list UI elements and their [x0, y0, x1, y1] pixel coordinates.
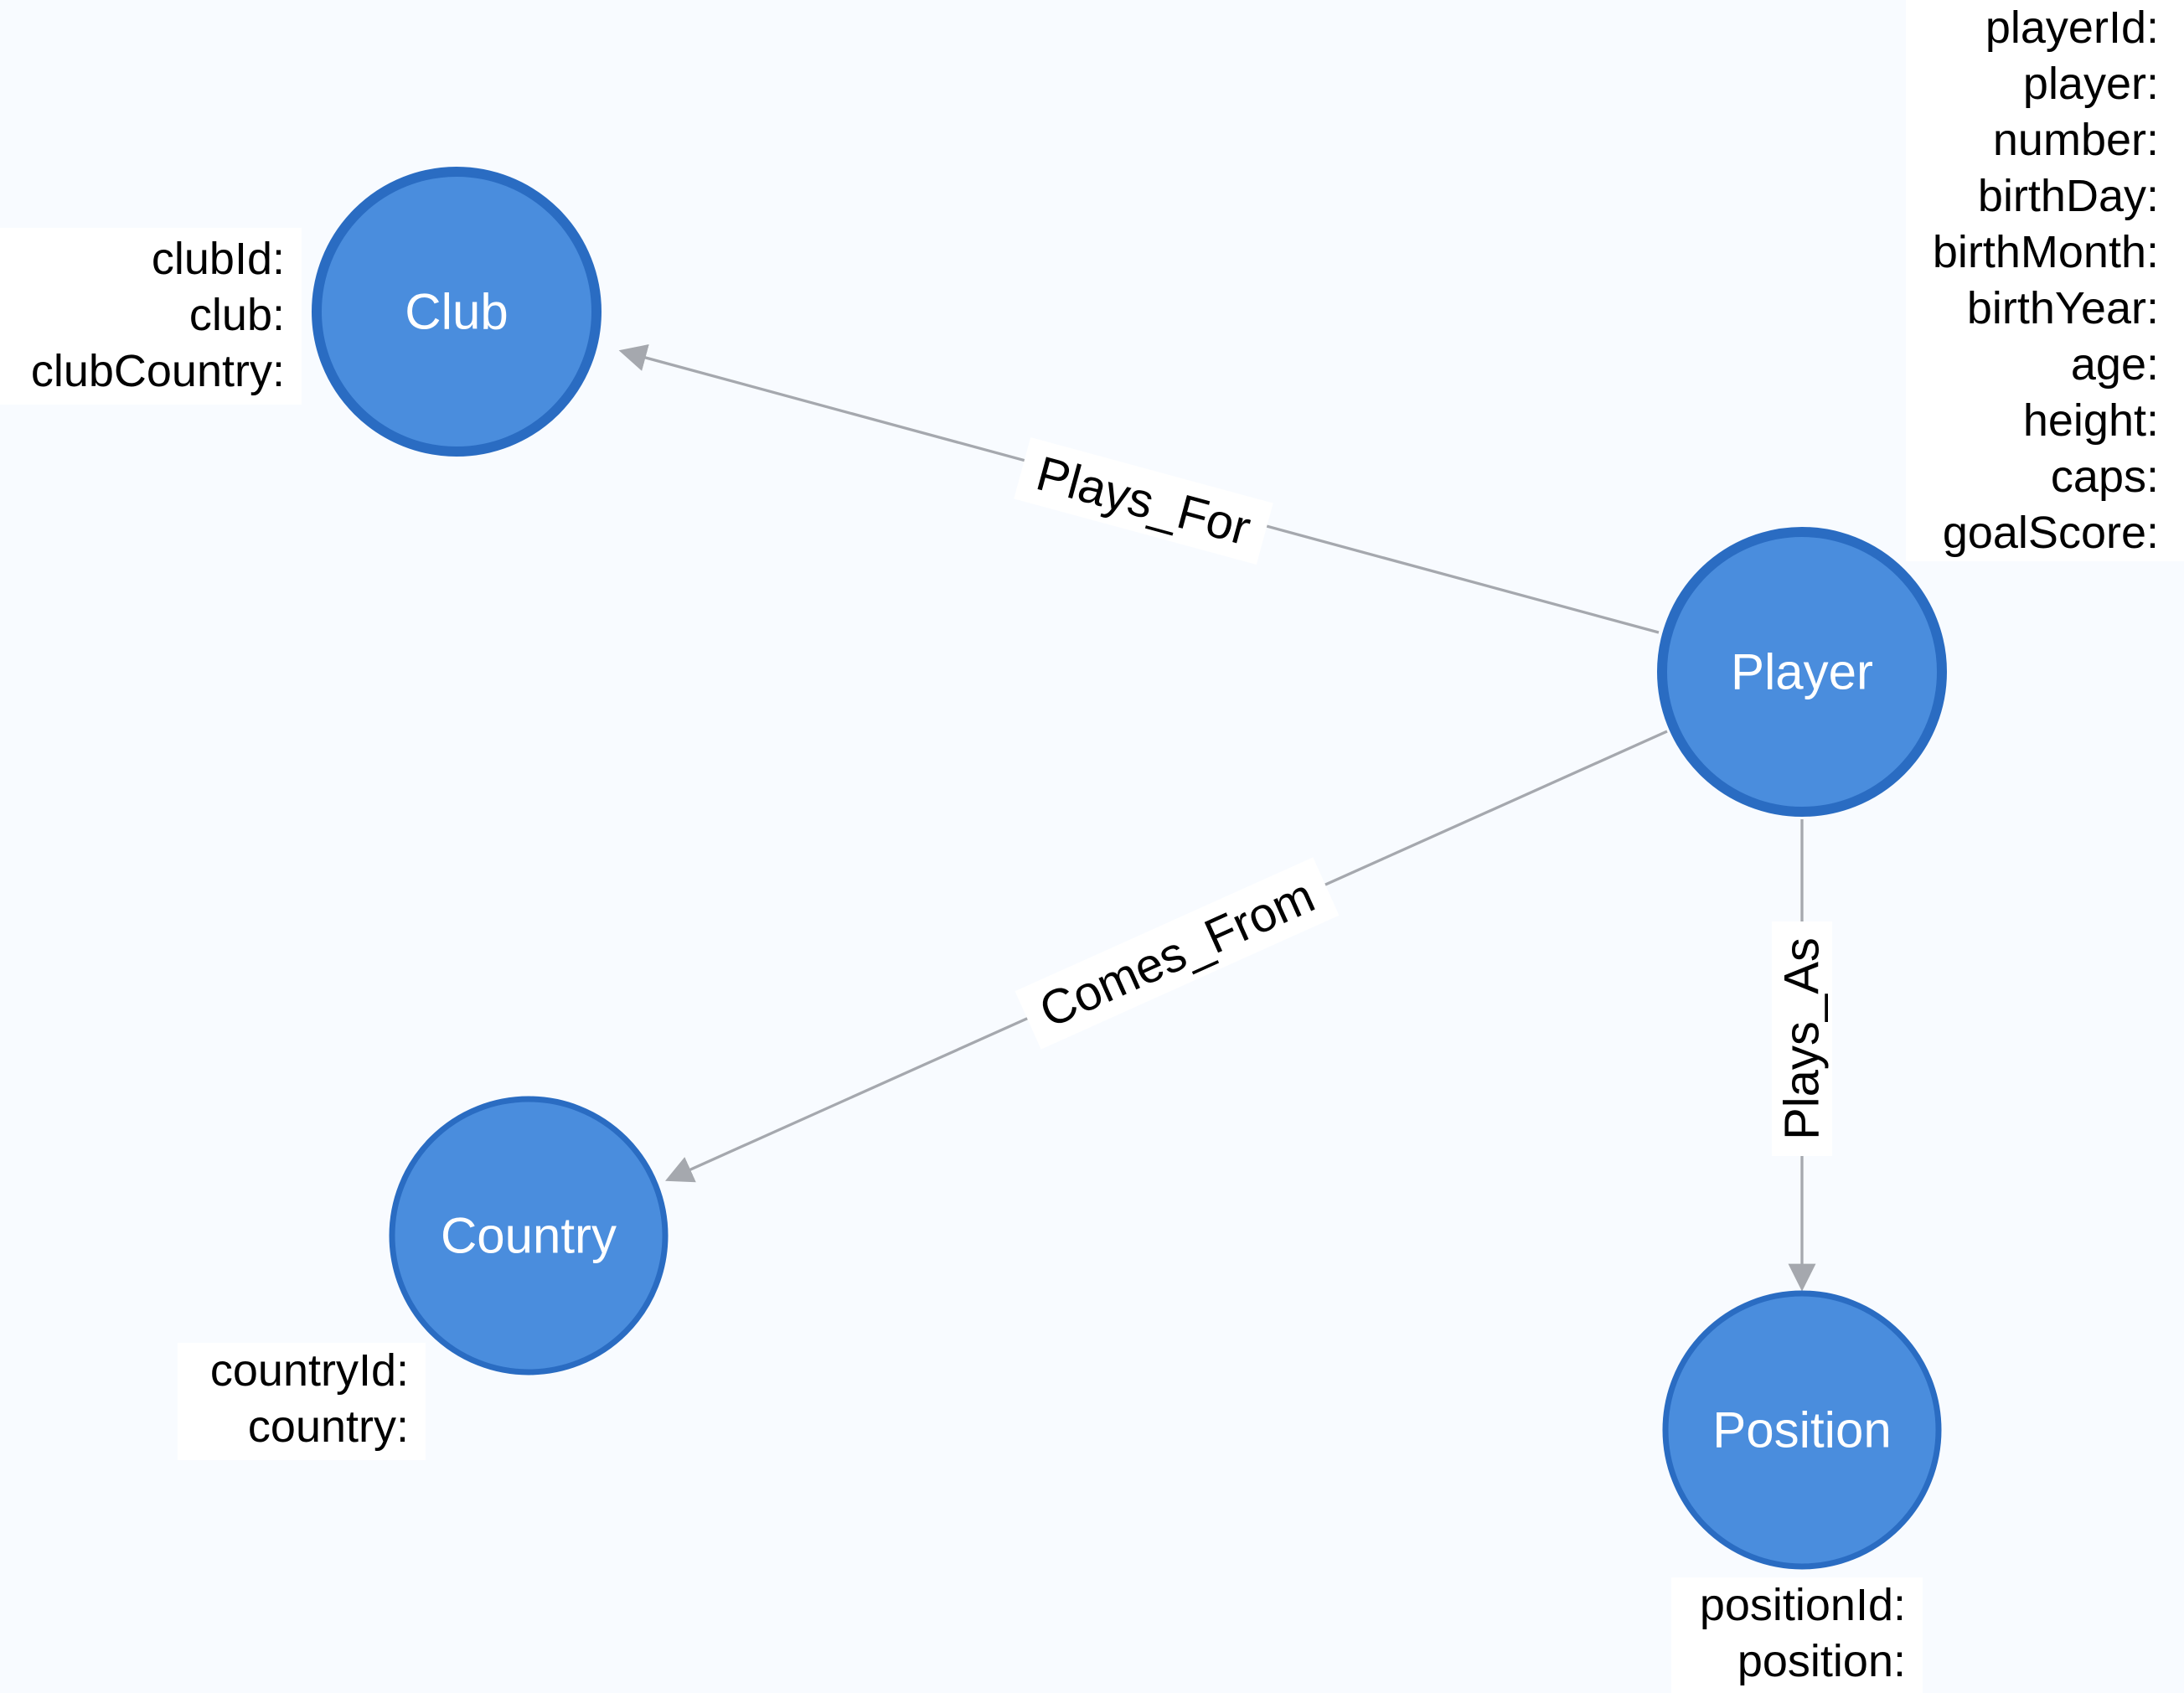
- position-property: positionId:: [1699, 1580, 1906, 1630]
- node-player-label: Player: [1731, 644, 1873, 700]
- player-property: playerId:: [1985, 3, 2159, 53]
- node-club-circle: [312, 167, 602, 457]
- player-properties: playerId: player: number: birthDay: birt…: [1906, 0, 2184, 561]
- edge-plays-as-label-bg: [1772, 921, 1832, 1156]
- player-property: birthDay:: [1977, 171, 2159, 221]
- edge-plays-for-label-bg: [1014, 437, 1273, 565]
- node-position[interactable]: Position: [1662, 1290, 1942, 1570]
- player-property: birthMonth:: [1932, 227, 2159, 277]
- club-property: clubCountry:: [30, 346, 285, 396]
- club-property: clubId:: [151, 234, 285, 284]
- player-property: birthYear:: [1966, 283, 2159, 333]
- player-property: goalScore:: [1942, 508, 2159, 558]
- node-country[interactable]: Country: [389, 1096, 669, 1376]
- country-properties: countryId: country:: [178, 1343, 426, 1460]
- player-property: age:: [2070, 339, 2159, 390]
- club-property: club:: [188, 290, 285, 340]
- country-property: countryId:: [209, 1345, 409, 1396]
- club-properties: clubId: club: clubCountry:: [0, 228, 302, 405]
- node-player-circle: [1657, 527, 1947, 817]
- node-club[interactable]: Club: [312, 167, 602, 457]
- player-property: number:: [1992, 115, 2159, 165]
- country-property: country:: [247, 1401, 409, 1452]
- edge-plays-as-label: Plays_As: [1775, 937, 1830, 1140]
- edge-comes-from-label-bg: [1015, 857, 1340, 1050]
- position-property: position:: [1737, 1636, 1906, 1686]
- edge-comes-from[interactable]: Comes_From: [664, 730, 1668, 1183]
- player-property: height:: [2022, 395, 2159, 446]
- edge-plays-as[interactable]: Plays_As: [1772, 819, 1832, 1292]
- node-player[interactable]: Player: [1657, 527, 1947, 817]
- node-club-label: Club: [405, 284, 508, 340]
- player-property: caps:: [2050, 452, 2159, 502]
- node-position-circle: [1662, 1290, 1942, 1570]
- player-property: player:: [2022, 59, 2159, 109]
- node-position-label: Position: [1712, 1402, 1891, 1458]
- edge-plays-for-label: Plays_For: [1030, 446, 1256, 555]
- edge-comes-from-label: Comes_From: [1031, 868, 1322, 1038]
- node-country-circle: [389, 1096, 669, 1376]
- node-country-label: Country: [441, 1208, 617, 1264]
- edge-plays-for[interactable]: Plays_For: [618, 343, 1660, 634]
- position-properties: positionId: position:: [1671, 1577, 1923, 1693]
